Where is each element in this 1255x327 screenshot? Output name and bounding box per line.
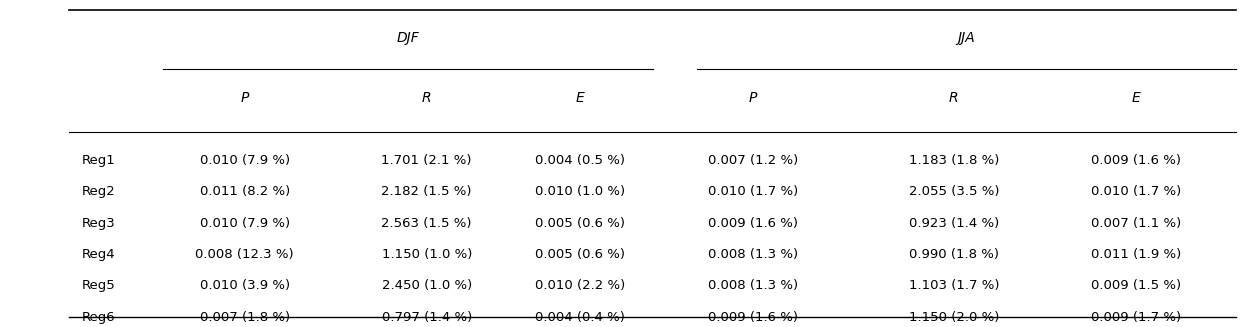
- Text: 2.563 (1.5 %): 2.563 (1.5 %): [382, 216, 472, 230]
- Text: 2.182 (1.5 %): 2.182 (1.5 %): [382, 185, 472, 198]
- Text: Reg5: Reg5: [82, 279, 115, 292]
- Text: 0.005 (0.6 %): 0.005 (0.6 %): [535, 248, 625, 261]
- Text: 0.010 (2.2 %): 0.010 (2.2 %): [535, 279, 625, 292]
- Text: R: R: [949, 91, 959, 105]
- Text: 0.009 (1.6 %): 0.009 (1.6 %): [1091, 154, 1181, 167]
- Text: 0.009 (1.6 %): 0.009 (1.6 %): [708, 311, 798, 324]
- Text: R: R: [422, 91, 432, 105]
- Text: 1.183 (1.8 %): 1.183 (1.8 %): [909, 154, 999, 167]
- Text: P: P: [749, 91, 757, 105]
- Text: 0.010 (3.9 %): 0.010 (3.9 %): [200, 279, 290, 292]
- Text: 0.990 (1.8 %): 0.990 (1.8 %): [909, 248, 999, 261]
- Text: 1.701 (2.1 %): 1.701 (2.1 %): [382, 154, 472, 167]
- Text: 0.004 (0.4 %): 0.004 (0.4 %): [535, 311, 625, 324]
- Text: 0.007 (1.8 %): 0.007 (1.8 %): [200, 311, 290, 324]
- Text: Reg3: Reg3: [82, 216, 115, 230]
- Text: 0.010 (1.0 %): 0.010 (1.0 %): [535, 185, 625, 198]
- Text: Reg1: Reg1: [82, 154, 115, 167]
- Text: 0.923 (1.4 %): 0.923 (1.4 %): [909, 216, 999, 230]
- Text: 0.007 (1.2 %): 0.007 (1.2 %): [708, 154, 798, 167]
- Text: 0.009 (1.7 %): 0.009 (1.7 %): [1091, 311, 1181, 324]
- Text: 2.450 (1.0 %): 2.450 (1.0 %): [382, 279, 472, 292]
- Text: 1.103 (1.7 %): 1.103 (1.7 %): [909, 279, 999, 292]
- Text: 0.008 (1.3 %): 0.008 (1.3 %): [708, 279, 798, 292]
- Text: Reg4: Reg4: [82, 248, 115, 261]
- Text: 0.011 (8.2 %): 0.011 (8.2 %): [200, 185, 290, 198]
- Text: 2.055 (3.5 %): 2.055 (3.5 %): [909, 185, 999, 198]
- Text: 0.009 (1.5 %): 0.009 (1.5 %): [1091, 279, 1181, 292]
- Text: E: E: [1132, 91, 1140, 105]
- Text: 0.010 (7.9 %): 0.010 (7.9 %): [200, 154, 290, 167]
- Text: 0.011 (1.9 %): 0.011 (1.9 %): [1091, 248, 1181, 261]
- Text: 1.150 (1.0 %): 1.150 (1.0 %): [382, 248, 472, 261]
- Text: 0.008 (12.3 %): 0.008 (12.3 %): [196, 248, 294, 261]
- Text: E: E: [576, 91, 584, 105]
- Text: DJF: DJF: [397, 31, 419, 44]
- Text: 1.150 (2.0 %): 1.150 (2.0 %): [909, 311, 999, 324]
- Text: 0.008 (1.3 %): 0.008 (1.3 %): [708, 248, 798, 261]
- Text: 0.797 (1.4 %): 0.797 (1.4 %): [382, 311, 472, 324]
- Text: 0.009 (1.6 %): 0.009 (1.6 %): [708, 216, 798, 230]
- Text: Reg6: Reg6: [82, 311, 115, 324]
- Text: 0.010 (1.7 %): 0.010 (1.7 %): [1091, 185, 1181, 198]
- Text: 0.010 (7.9 %): 0.010 (7.9 %): [200, 216, 290, 230]
- Text: JJA: JJA: [958, 31, 975, 44]
- Text: Reg2: Reg2: [82, 185, 115, 198]
- Text: P: P: [241, 91, 248, 105]
- Text: 0.007 (1.1 %): 0.007 (1.1 %): [1091, 216, 1181, 230]
- Text: 0.010 (1.7 %): 0.010 (1.7 %): [708, 185, 798, 198]
- Text: 0.005 (0.6 %): 0.005 (0.6 %): [535, 216, 625, 230]
- Text: 0.004 (0.5 %): 0.004 (0.5 %): [535, 154, 625, 167]
